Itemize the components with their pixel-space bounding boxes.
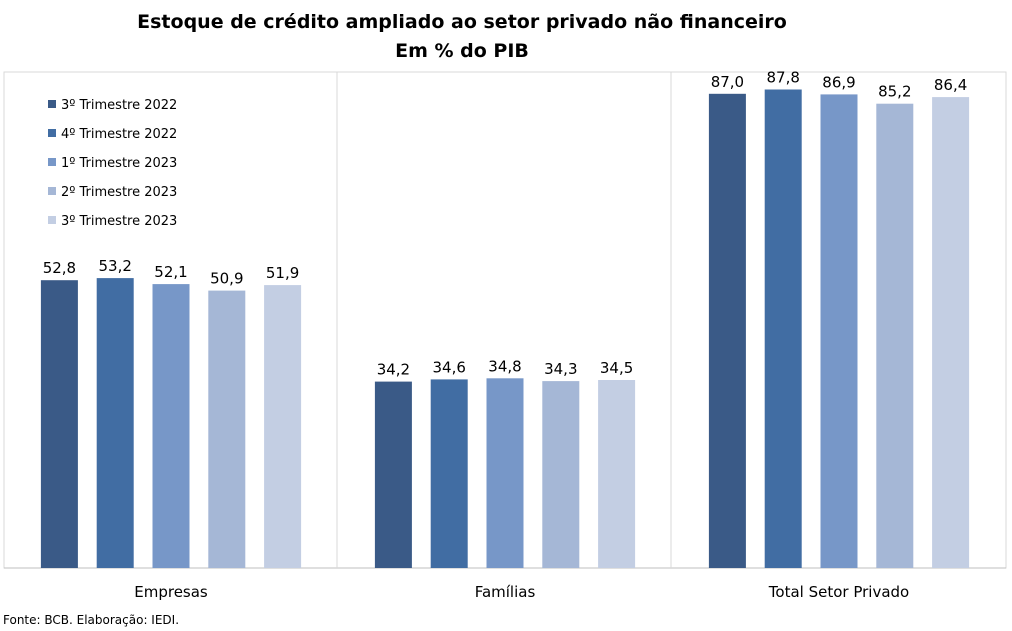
legend-swatch — [48, 129, 56, 137]
bar — [374, 381, 412, 568]
legend-label: 2º Trimestre 2023 — [61, 185, 177, 200]
data-label: 85,2 — [878, 83, 911, 101]
legend-swatch — [48, 187, 56, 195]
data-label: 34,3 — [544, 360, 577, 378]
bar — [430, 379, 468, 568]
legend-label: 4º Trimestre 2022 — [61, 127, 177, 142]
bar — [264, 285, 302, 568]
legend-label: 1º Trimestre 2023 — [61, 156, 177, 171]
bar — [598, 380, 636, 568]
bar — [876, 103, 914, 568]
bar — [40, 280, 78, 568]
data-label: 86,9 — [822, 73, 855, 91]
bar — [764, 89, 802, 568]
data-label: 51,9 — [266, 264, 299, 282]
legend-swatch — [48, 158, 56, 166]
data-labels-group: 52,8 53,2 52,1 50,9 51,9 34,2 34,6 34,8 34,3 34,5… — [43, 69, 968, 379]
data-label: 34,6 — [432, 358, 465, 376]
data-label: 87,0 — [711, 73, 744, 91]
bar — [542, 381, 580, 568]
bar — [708, 93, 746, 569]
category-label: Total Setor Privado — [768, 583, 909, 601]
bar — [96, 278, 134, 568]
data-label: 34,2 — [377, 361, 410, 379]
legend-swatch — [48, 216, 56, 224]
bar — [820, 94, 858, 569]
data-label: 52,1 — [154, 263, 187, 281]
category-labels-group: Empresas Famílias Total Setor Privado — [134, 583, 909, 601]
data-label: 87,8 — [766, 69, 799, 87]
data-label: 34,5 — [600, 359, 633, 377]
category-label: Famílias — [475, 583, 536, 601]
bar — [486, 378, 524, 568]
data-label: 50,9 — [210, 270, 243, 288]
legend-label: 3º Trimestre 2022 — [61, 98, 177, 113]
legend-label: 3º Trimestre 2023 — [61, 214, 177, 229]
chart-title: Estoque de crédito ampliado ao setor pri… — [137, 11, 787, 33]
data-label: 52,8 — [43, 259, 76, 277]
data-label: 34,8 — [488, 357, 521, 375]
bar — [208, 290, 246, 568]
data-label: 53,2 — [98, 257, 131, 275]
data-label: 86,4 — [934, 76, 967, 94]
legend: 3º Trimestre 2022 4º Trimestre 2022 1º Tri… — [48, 98, 177, 229]
chart-subtitle: Em % do PIB — [395, 40, 529, 62]
source-note: Fonte: BCB. Elaboração: IEDI. — [3, 613, 179, 627]
bars-group — [40, 89, 970, 569]
bar — [932, 97, 970, 568]
legend-swatch — [48, 100, 56, 108]
category-label: Empresas — [134, 583, 208, 601]
bar — [152, 284, 190, 568]
